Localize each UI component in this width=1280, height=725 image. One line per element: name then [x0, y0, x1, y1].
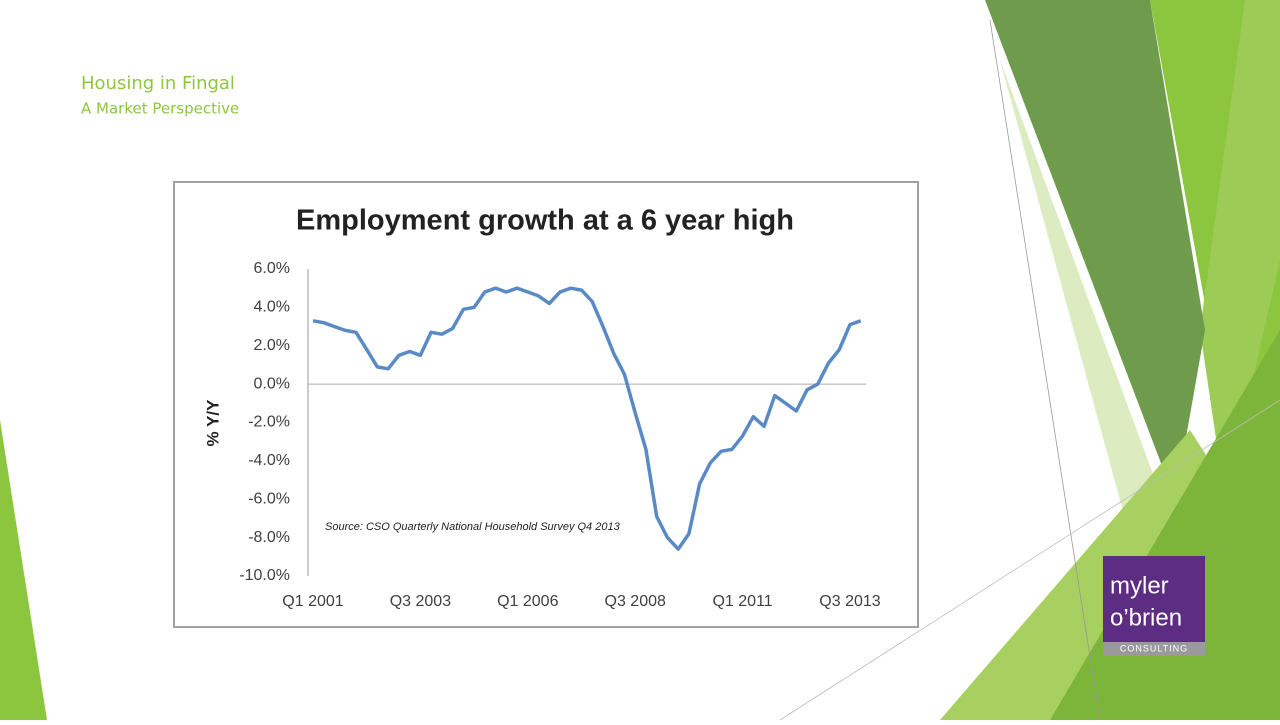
y-tick-label: -4.0% — [248, 452, 290, 469]
source-note: Source: CSO Quarterly National Household… — [325, 521, 621, 533]
slide-title: Housing in Fingal — [81, 73, 235, 94]
logo-text: myler — [1110, 572, 1169, 599]
y-tick-label: 4.0% — [254, 299, 290, 316]
x-tick-label: Q1 2001 — [282, 593, 343, 610]
y-tick-label: 6.0% — [254, 260, 290, 277]
y-tick-label: -6.0% — [248, 490, 290, 507]
chart-frame — [173, 181, 919, 628]
logo-box — [1103, 556, 1205, 642]
logo-band — [1103, 642, 1205, 656]
chart-title: Employment growth at a 6 year high — [296, 205, 794, 237]
deco-line — [779, 399, 1280, 721]
y-tick-label: 0.0% — [254, 375, 290, 392]
x-tick-label: Q3 2003 — [390, 593, 451, 610]
deco — [940, 430, 1235, 720]
plot: 6.0% 4.0% 2.0% 0.0% -2.0% -4.0% -6.0% -8.0% -10.… — [239, 260, 880, 610]
slide-subtitle: A Market Perspective — [81, 100, 239, 118]
y-tick-label: -10.0% — [239, 567, 290, 584]
deco-line — [989, 19, 1101, 721]
y-tick-label: -2.0% — [248, 414, 290, 431]
deco — [985, 0, 1205, 500]
logo-tagline: CONSULTING — [1120, 643, 1188, 653]
y-axis-label: % Y/Y — [203, 399, 222, 447]
x-tick-label: Q1 2006 — [497, 593, 558, 610]
deco — [0, 420, 47, 720]
logo-text: o’brien — [1110, 604, 1182, 631]
x-tick-label: Q3 2013 — [819, 593, 880, 610]
data-line — [312, 286, 862, 551]
deco — [1200, 0, 1280, 500]
y-tick-label: 2.0% — [254, 337, 290, 354]
y-tick-label: -8.0% — [248, 529, 290, 546]
x-tick-label: Q1 2011 — [712, 593, 772, 610]
x-tick-label: Q3 2008 — [605, 593, 666, 610]
